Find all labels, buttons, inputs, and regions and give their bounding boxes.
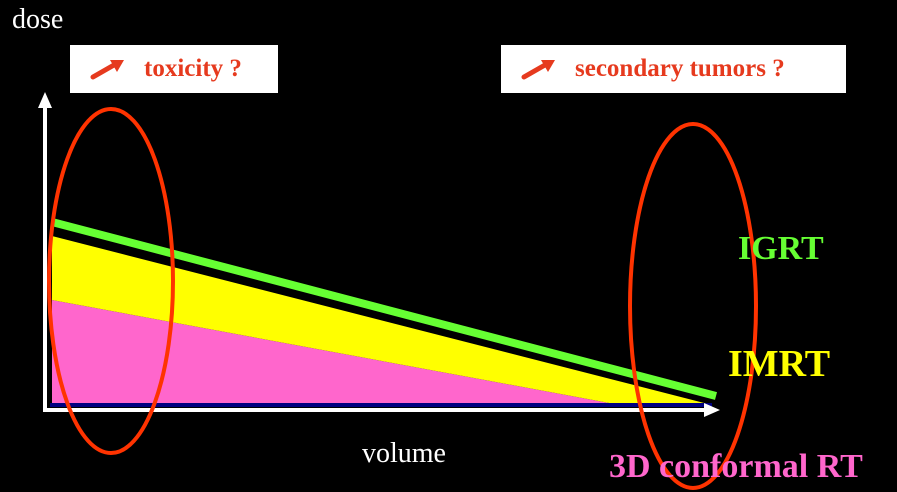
high-volume-highlight-ellipse bbox=[628, 122, 758, 490]
conformal-rt-label: 3D conformal RT bbox=[609, 448, 863, 485]
imrt-area bbox=[52, 236, 712, 405]
igrt-label: IGRT bbox=[738, 230, 824, 267]
y-axis-label: dose bbox=[12, 4, 64, 35]
low-volume-highlight-ellipse bbox=[47, 107, 175, 455]
x-axis-arrowhead bbox=[704, 403, 720, 417]
arrow-up-right-icon bbox=[521, 60, 555, 80]
toxicity-callout-text: toxicity ? bbox=[144, 55, 242, 82]
igrt-line bbox=[50, 218, 718, 400]
y-axis-arrowhead bbox=[38, 92, 52, 108]
arrow-up-right-icon bbox=[90, 60, 124, 80]
x-axis-label: volume bbox=[362, 438, 446, 469]
imrt-label: IMRT bbox=[728, 343, 831, 385]
secondary-tumors-callout: secondary tumors ? bbox=[501, 45, 846, 93]
secondary-tumors-callout-text: secondary tumors ? bbox=[575, 55, 785, 82]
toxicity-callout: toxicity ? bbox=[70, 45, 278, 93]
